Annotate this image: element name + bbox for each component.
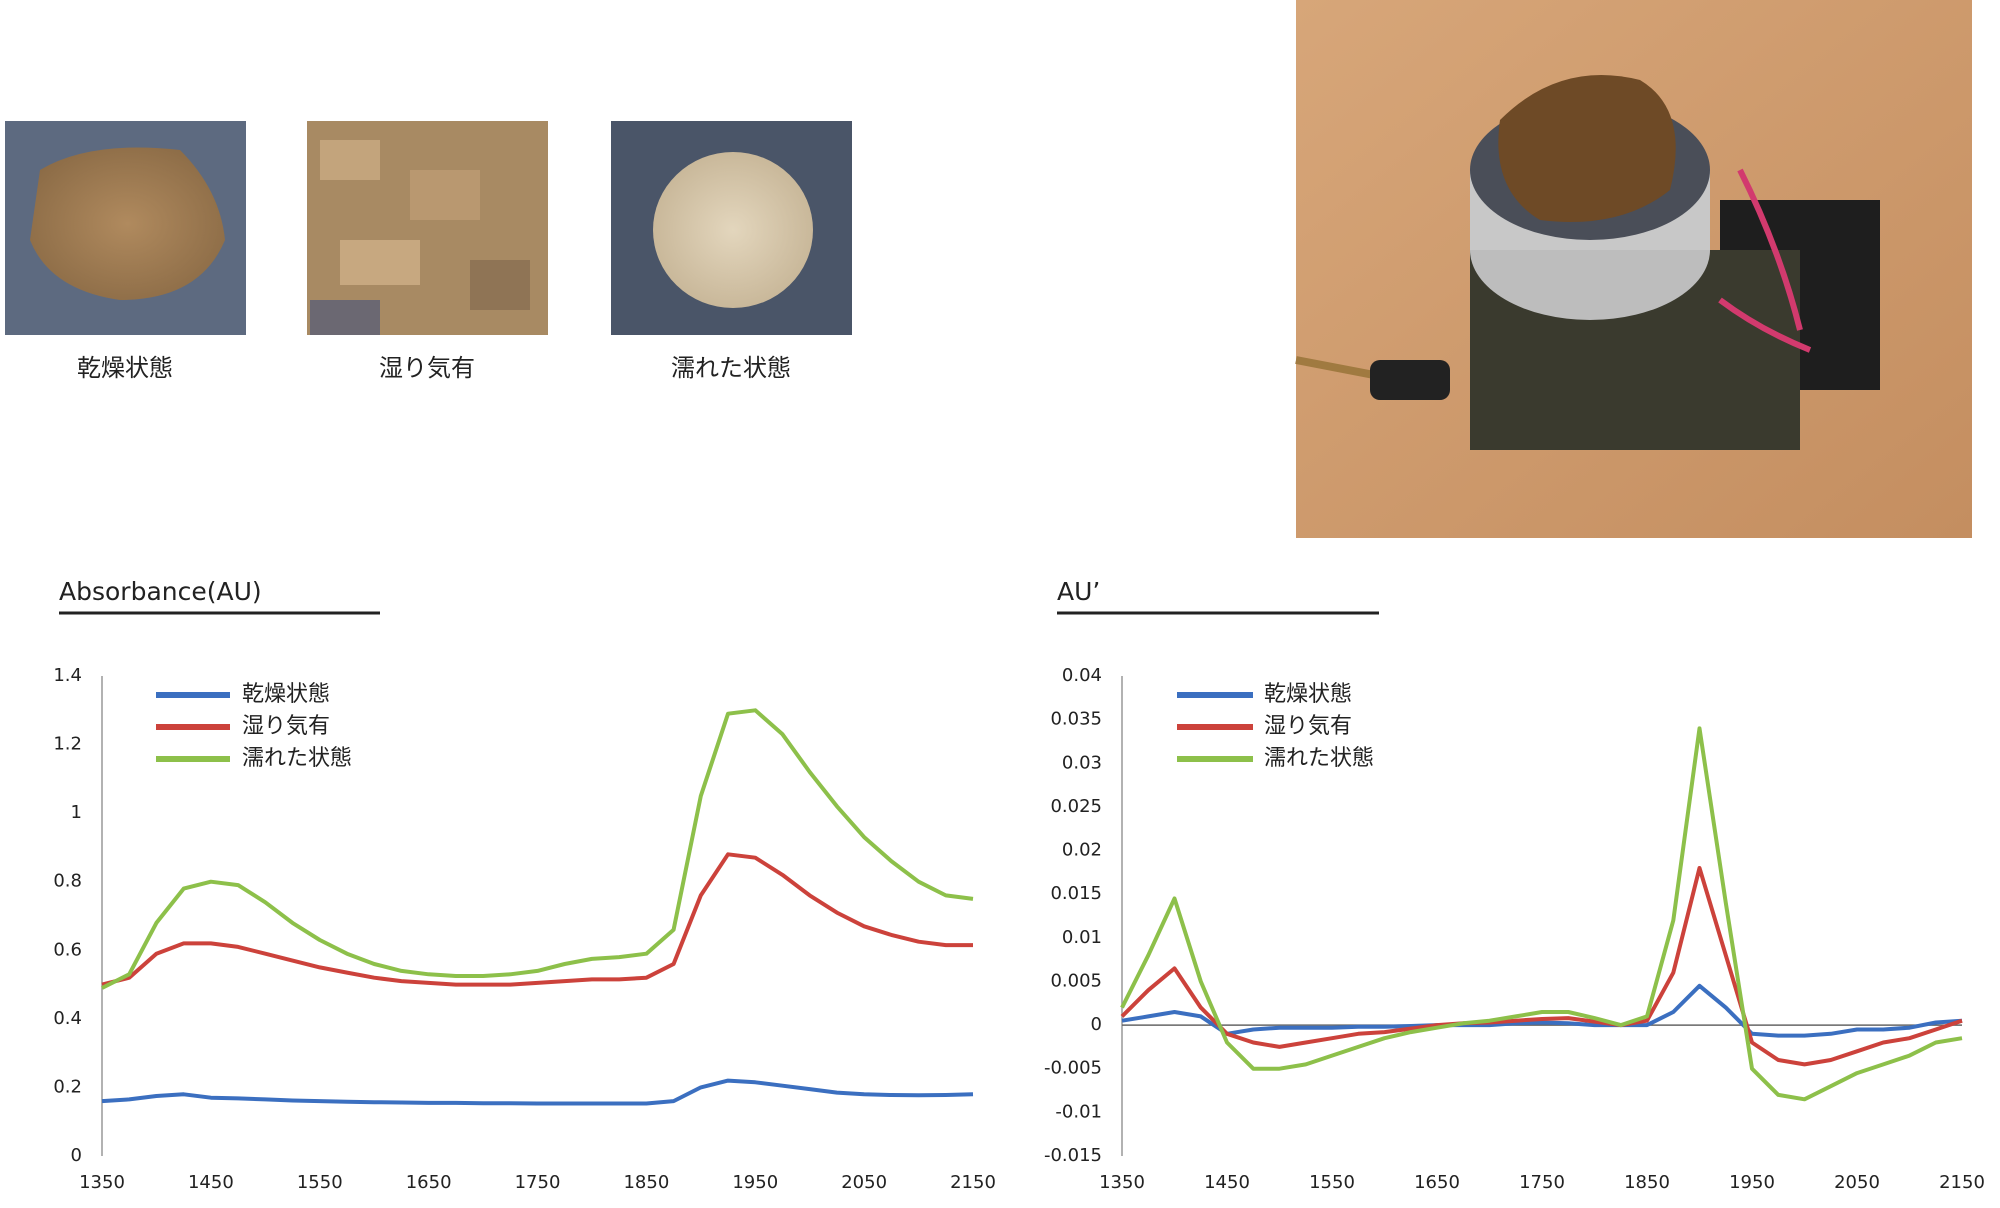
series-line [1120, 866, 1963, 1067]
x-tick-label: 2150 [1939, 1172, 1985, 1193]
photo-wet [611, 121, 852, 335]
y-tick-label: 0.005 [1050, 970, 1102, 991]
series-line [1121, 983, 1963, 1038]
y-tick-label: -0.01 [1055, 1101, 1102, 1122]
series-line [101, 708, 974, 990]
x-tick-label: 1650 [406, 1172, 452, 1193]
y-tick-label: 0.035 [1050, 709, 1102, 730]
legend-label: 濡れた状態 [1264, 746, 1374, 771]
x-tick-label: 1550 [1309, 1172, 1355, 1193]
y-tick-label: 0.02 [1062, 840, 1102, 861]
y-tick-label: -0.005 [1044, 1058, 1102, 1079]
chart-title: Absorbance(AU) [59, 577, 262, 606]
x-tick-label: 1850 [1624, 1172, 1670, 1193]
chart-title: AU’ [1057, 577, 1100, 606]
x-tick-label: 1750 [515, 1172, 561, 1193]
y-tick-label: 1.2 [53, 734, 82, 755]
x-tick-label: 1450 [188, 1172, 234, 1193]
photo-dry [5, 121, 246, 335]
x-tick-label: 1950 [1729, 1172, 1775, 1193]
legend-label: 乾燥状態 [1264, 682, 1352, 707]
photo-caption: 乾燥状態 [77, 354, 173, 382]
y-tick-label: 0.03 [1062, 752, 1102, 773]
photo-caption: 濡れた状態 [671, 354, 791, 382]
photo-damp [307, 121, 548, 335]
x-tick-label: 1350 [79, 1172, 125, 1193]
x-tick-label: 2050 [1834, 1172, 1880, 1193]
y-tick-label: 0.04 [1062, 665, 1102, 686]
y-tick-label: -0.015 [1044, 1145, 1102, 1166]
series-line [101, 1078, 974, 1106]
x-tick-label: 1850 [623, 1172, 669, 1193]
photo-device [1295, 0, 1972, 538]
photo-caption: 湿り気有 [379, 354, 475, 382]
legend-label: 湿り気有 [242, 714, 330, 739]
y-tick-label: 0.8 [53, 871, 82, 892]
y-tick-label: 0 [1091, 1014, 1102, 1035]
legend-label: 湿り気有 [1264, 714, 1352, 739]
y-tick-label: 0.015 [1050, 883, 1102, 904]
y-tick-label: 1 [71, 802, 82, 823]
x-tick-label: 1450 [1204, 1172, 1250, 1193]
y-tick-label: 0.4 [53, 1008, 82, 1029]
series-line [101, 852, 973, 987]
legend-label: 乾燥状態 [242, 682, 330, 707]
x-tick-label: 1350 [1099, 1172, 1145, 1193]
x-tick-label: 1750 [1519, 1172, 1565, 1193]
x-tick-label: 1550 [297, 1172, 343, 1193]
series-line [1120, 726, 1963, 1102]
y-tick-label: 0 [71, 1145, 82, 1166]
y-tick-label: 0.01 [1062, 927, 1102, 948]
x-tick-label: 2150 [950, 1172, 996, 1193]
x-tick-label: 1650 [1414, 1172, 1460, 1193]
y-tick-label: 0.025 [1050, 796, 1102, 817]
x-tick-label: 2050 [841, 1172, 887, 1193]
x-tick-label: 1950 [732, 1172, 778, 1193]
legend-label: 濡れた状態 [242, 746, 352, 771]
y-tick-label: 0.2 [53, 1076, 82, 1097]
y-tick-label: 0.6 [53, 939, 82, 960]
y-tick-label: 1.4 [53, 665, 82, 686]
